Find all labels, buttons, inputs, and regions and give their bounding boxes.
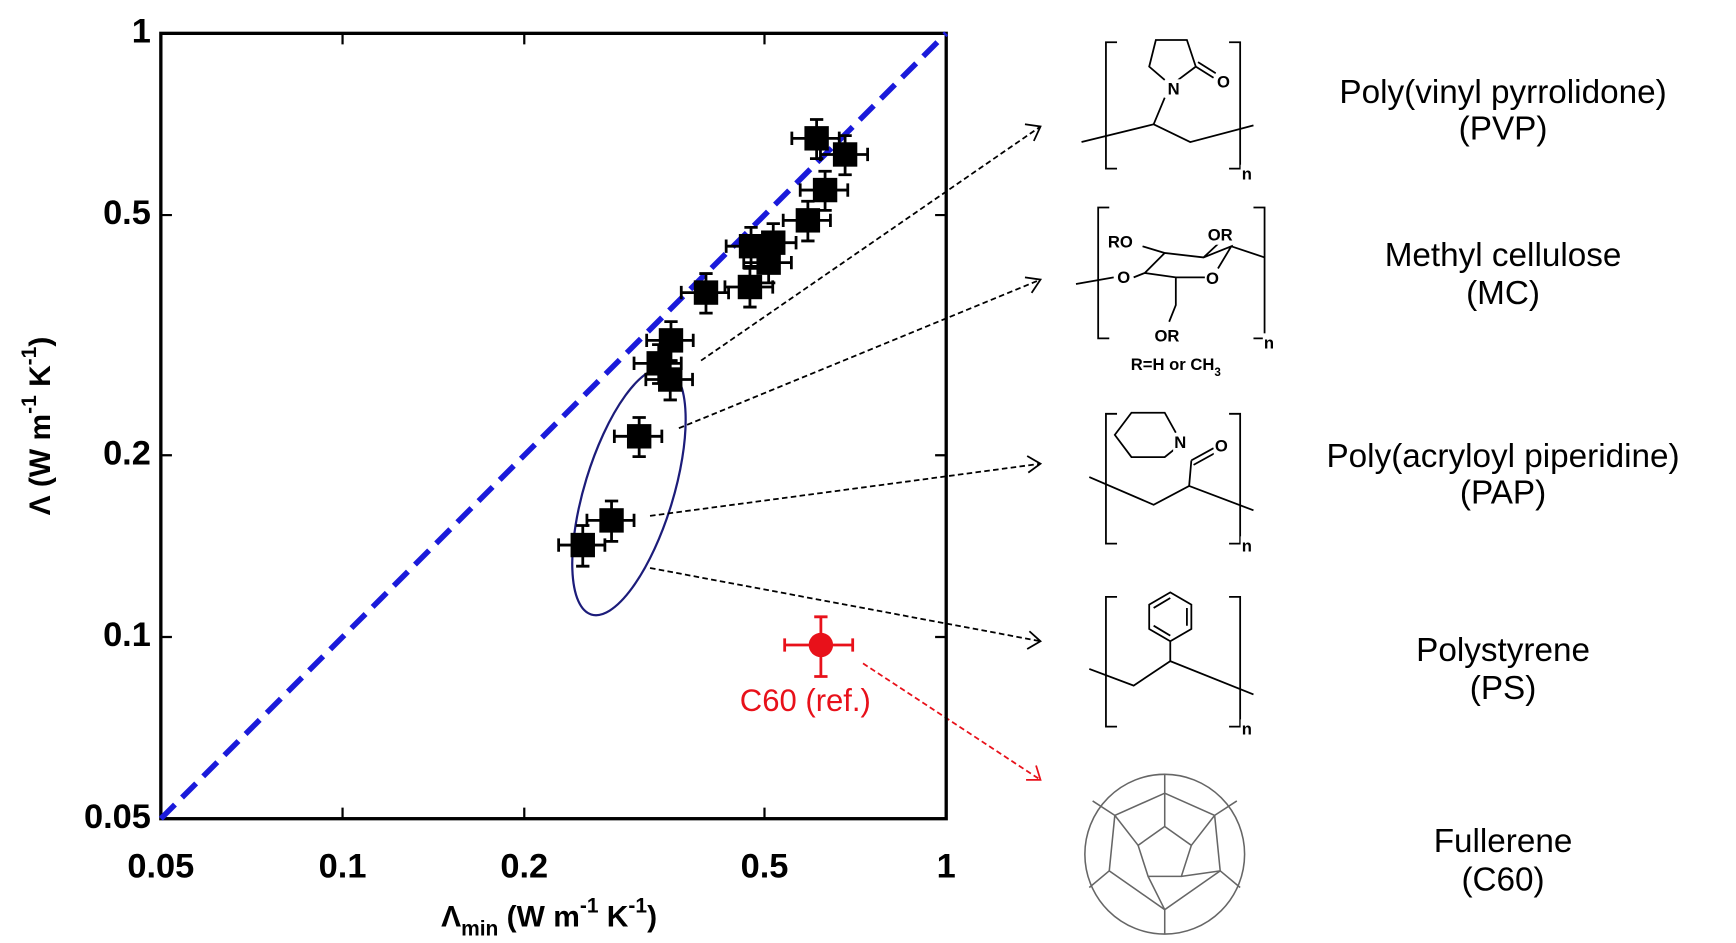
material-name: Fullerene [1434, 823, 1573, 860]
label-part: ) [647, 900, 657, 933]
atom-label: O [1217, 73, 1230, 92]
y-tick-label: 0.5 [103, 194, 151, 232]
point [694, 280, 718, 304]
y-tick-label: 0.1 [103, 616, 151, 654]
material-abbr: (PVP) [1459, 111, 1548, 148]
label-part: (W m [498, 900, 579, 933]
atom-label: n [1242, 536, 1252, 555]
label-part: -1 [18, 346, 41, 365]
point [571, 533, 595, 557]
point [804, 126, 828, 150]
point [796, 208, 820, 232]
x-axis-label: Λmin (W m-1 K-1) [441, 895, 657, 941]
atom-label: O [1215, 436, 1228, 455]
point [761, 230, 785, 254]
atom-label: OR [1208, 226, 1233, 245]
x-tick-label: 1 [937, 848, 956, 886]
x-tick-label: 0.5 [741, 848, 789, 886]
point [658, 367, 682, 391]
atom-label: n [1242, 165, 1252, 184]
material-abbr: (PAP) [1460, 475, 1546, 512]
label-part: -1 [18, 395, 41, 414]
atom-label: O [1117, 268, 1130, 287]
atom-label: N [1168, 79, 1180, 98]
page: {"chart_data": { "type": "scatter", "log… [0, 0, 1736, 943]
point [659, 328, 683, 352]
point [809, 633, 833, 657]
label-part: Λ [441, 900, 461, 933]
material-abbr: (PS) [1470, 670, 1537, 707]
x-tick-label: 0.1 [319, 848, 367, 886]
y-tick-label: 0.05 [84, 798, 151, 836]
structure-note: R=H or CH3 [1131, 356, 1222, 379]
group-ellipse [549, 355, 709, 627]
label-part: -1 [580, 895, 599, 918]
atom-label: n [1264, 333, 1274, 352]
y-tick-label: 0.2 [103, 434, 151, 472]
material-abbr: (MC) [1466, 275, 1540, 312]
label-part: Λ (W m [24, 414, 57, 515]
label-part: min [461, 918, 498, 941]
figure: 0.05 0.1 0.2 0.5 1 0.05 0.1 0.2 0.5 1 Λmin (W m-1 … [0, 0, 1736, 943]
atom-label: RO [1108, 232, 1133, 251]
atom-label: O [1206, 269, 1219, 288]
series-label: C60 (ref.) [740, 683, 871, 718]
label-part: -1 [628, 895, 647, 918]
material-name: Polystyrene [1416, 632, 1590, 669]
x-tick-label: 0.2 [500, 848, 548, 886]
material-name: Poly(vinyl pyrrolidone) [1339, 74, 1666, 111]
label-part: R=H or CH [1131, 356, 1215, 375]
y-tick-label: 1 [132, 12, 151, 50]
atom-label: OR [1154, 327, 1179, 346]
label-part: ) [24, 337, 57, 347]
point [813, 178, 837, 202]
material-abbr: (C60) [1461, 862, 1544, 899]
x-tick-label: 0.05 [127, 848, 194, 886]
y-axis-label: Λ (W m-1 K-1) [18, 337, 57, 516]
atom-label: n [1242, 719, 1252, 738]
point [599, 508, 623, 532]
material-name: Poly(acryloyl piperidine) [1326, 438, 1679, 475]
material-name: Methyl cellulose [1385, 237, 1622, 274]
label-part: K [598, 900, 628, 933]
point [833, 142, 857, 166]
structures [1076, 40, 1265, 934]
label-part: K [24, 365, 57, 395]
arrows [650, 124, 1040, 780]
point [738, 275, 762, 299]
atom-label: N [1174, 433, 1186, 452]
point [627, 424, 651, 448]
label-part: 3 [1214, 366, 1221, 379]
